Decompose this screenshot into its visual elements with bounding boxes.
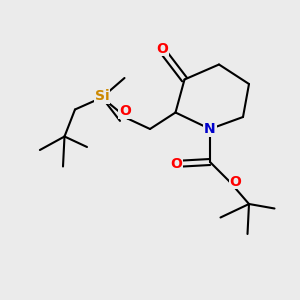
Text: Si: Si bbox=[95, 89, 109, 103]
Text: O: O bbox=[230, 175, 242, 188]
Text: O: O bbox=[157, 42, 169, 56]
Text: O: O bbox=[119, 104, 131, 118]
Text: O: O bbox=[170, 157, 182, 170]
Text: N: N bbox=[204, 122, 216, 136]
